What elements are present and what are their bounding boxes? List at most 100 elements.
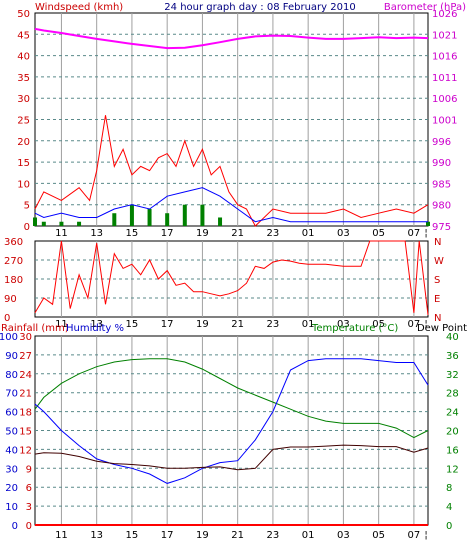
direction-bar — [147, 208, 152, 226]
data-marks — [33, 27, 430, 526]
temperature-line — [34, 358, 429, 439]
x-tick-label: 01 — [302, 530, 315, 541]
humidity-line — [34, 358, 429, 484]
x-tick-label: 21 — [231, 530, 244, 541]
temperature-tick-label: 32 — [446, 370, 459, 381]
humidity-axis-label: Humidity % — [66, 323, 124, 334]
x-tick-label: 07 — [408, 319, 421, 330]
humidity-tick-label: 90 — [5, 351, 18, 362]
humidity-tick-label: 0 — [12, 521, 18, 532]
barometer-tick-label: 1016 — [432, 52, 457, 63]
x-tick-label: 01 — [302, 228, 315, 239]
x-tick-label: 11 — [55, 319, 68, 330]
x-tick-label: ¦ — [424, 228, 427, 239]
windspeed-tick-label: 20 — [17, 137, 30, 148]
rainfall-tick-label: 24 — [19, 370, 32, 381]
barometer-tick-label: 996 — [432, 137, 451, 148]
rainfall-tick-label: 9 — [26, 464, 32, 475]
rainfall-tick-label: 30 — [19, 332, 32, 343]
x-tick-label: 17 — [161, 228, 174, 239]
direction-tick-label: 0 — [4, 313, 10, 324]
x-tick-label: 13 — [90, 228, 103, 239]
x-tick-label: 15 — [126, 319, 139, 330]
dew-point-line — [34, 444, 429, 471]
compass-tick-label: S — [434, 275, 440, 286]
tick-labels: 11 13 15 17 19 21 23 01 03 05 07 ¦11 13 15 17 19 21 23 01 0… — [0, 9, 459, 541]
gust-line — [34, 115, 429, 227]
temperature-tick-label: 12 — [446, 464, 459, 475]
x-tick-label: 21 — [231, 228, 244, 239]
windspeed-axis-label: Windspeed (kmh) — [35, 2, 123, 13]
direction-bar — [165, 213, 170, 226]
windspeed-tick-label: 40 — [17, 52, 30, 63]
x-tick-label: 03 — [337, 319, 350, 330]
x-tick-label: 15 — [126, 228, 139, 239]
windspeed-tick-label: 0 — [24, 222, 30, 233]
temperature-tick-label: 4 — [446, 502, 452, 513]
x-tick-label: 23 — [267, 228, 280, 239]
barometer-tick-label: 1001 — [432, 116, 457, 127]
humidity-tick-label: 20 — [5, 483, 18, 494]
rainfall-tick-label: 15 — [19, 427, 32, 438]
humidity-tick-label: 60 — [5, 408, 18, 419]
x-tick-label: 07 — [408, 228, 421, 239]
barometer-tick-label: 1026 — [432, 9, 457, 20]
temperature-tick-label: 36 — [446, 351, 459, 362]
x-tick-label: 01 — [302, 319, 315, 330]
x-tick-label: 03 — [337, 530, 350, 541]
direction-bar — [426, 221, 430, 226]
rainfall-tick-label: 21 — [19, 389, 32, 400]
x-tick-label: 13 — [90, 530, 103, 541]
humidity-tick-label: 100 — [0, 332, 18, 343]
x-tick-label: 19 — [196, 228, 209, 239]
direction-bar — [218, 217, 223, 226]
x-tick-label: 07 — [408, 530, 421, 541]
direction-panel-frame — [34, 240, 429, 318]
humidity-tick-label: 70 — [5, 389, 18, 400]
x-tick-label: 05 — [372, 530, 385, 541]
direction-bar — [129, 204, 134, 226]
x-tick-label: 03 — [337, 228, 350, 239]
windspeed-tick-label: 5 — [24, 201, 30, 212]
barometer-tick-label: 985 — [432, 179, 451, 190]
direction-bar — [112, 213, 117, 226]
rainfall-tick-label: 3 — [26, 502, 32, 513]
x-tick-label: ¦ — [424, 530, 427, 541]
direction-bar — [41, 221, 46, 226]
temperature-axis-label: Temperature (°C) — [311, 323, 398, 334]
x-tick-label: 05 — [372, 228, 385, 239]
climate-panel-frame — [34, 335, 429, 526]
temperature-tick-label: 40 — [446, 332, 459, 343]
compass-tick-label: N — [434, 313, 441, 324]
temperature-tick-label: 24 — [446, 408, 459, 419]
humidity-tick-label: 50 — [5, 427, 18, 438]
direction-bar — [77, 221, 82, 226]
barometer-line — [34, 27, 429, 50]
barometer-tick-label: 1021 — [432, 30, 457, 41]
rainfall-axis-label: Rainfall (mm) — [1, 323, 69, 334]
dewpoint-axis-label: Dew Point — [417, 323, 467, 334]
humidity-tick-label: 40 — [5, 445, 18, 456]
x-tick-label: 13 — [90, 319, 103, 330]
direction-tick-label: 90 — [4, 294, 17, 305]
humidity-tick-label: 10 — [5, 502, 18, 513]
windspeed-tick-label: 15 — [17, 158, 30, 169]
rainfall-tick-label: 27 — [19, 351, 32, 362]
graph-title: 24 hour graph day : 08 February 2010 — [164, 2, 355, 13]
rainfall-tick-label: 18 — [19, 408, 32, 419]
x-tick-label: 15 — [126, 530, 139, 541]
direction-bar — [33, 217, 37, 226]
compass-tick-label: W — [434, 256, 444, 267]
x-tick-label: 23 — [267, 319, 280, 330]
x-tick-label: ¦ — [424, 319, 427, 330]
direction-tick-label: 180 — [4, 275, 23, 286]
wind-direction-line — [34, 240, 429, 315]
wind-panel-frame — [34, 12, 429, 227]
barometer-tick-label: 1006 — [432, 94, 457, 105]
compass-tick-label: N — [434, 237, 441, 248]
windspeed-tick-label: 25 — [17, 116, 30, 127]
windspeed-tick-label: 35 — [17, 73, 30, 84]
rainfall-tick-label: 0 — [26, 521, 32, 532]
temperature-tick-label: 8 — [446, 483, 452, 494]
x-tick-label: 11 — [55, 530, 68, 541]
